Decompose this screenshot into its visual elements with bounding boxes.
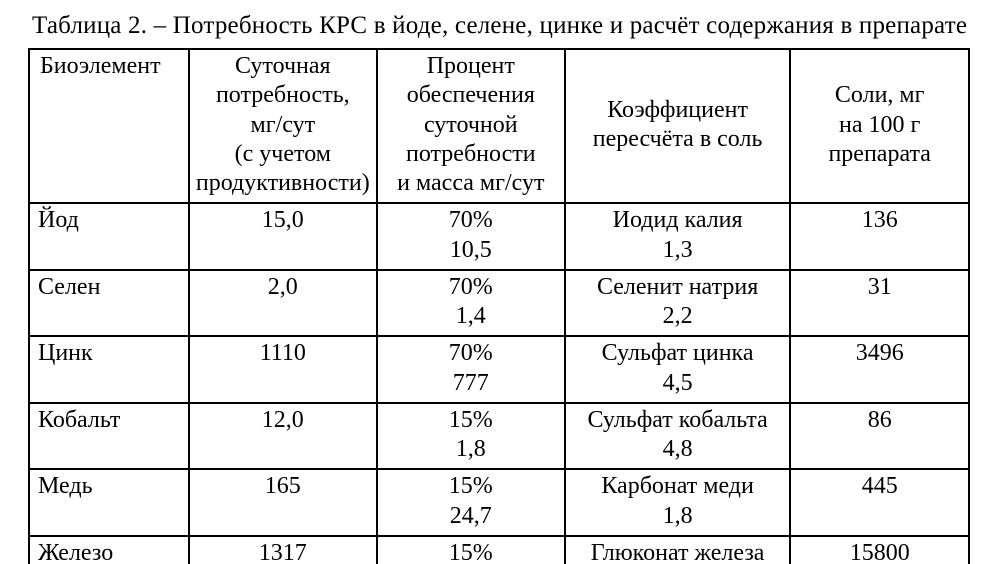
cell-need: 2,0 [189, 270, 377, 337]
cell-bioelement: Кобальт [29, 403, 189, 470]
cell-need: 1317 [189, 536, 377, 564]
cell-salt: 15800 [790, 536, 969, 564]
cell-coefficient: Иодид калия1,3 [565, 203, 791, 270]
cell-percent-mass: 15%197,5 [377, 536, 565, 564]
col-percent: Процент обеспечения суточной потребности… [377, 49, 565, 203]
cell-bioelement: Железо [29, 536, 189, 564]
cell-coefficient: Сульфат кобальта4,8 [565, 403, 791, 470]
table-row: Медь16515%24,7Карбонат меди1,8445 [29, 469, 969, 536]
cell-percent-mass: 70%1,4 [377, 270, 565, 337]
cell-salt: 3496 [790, 336, 969, 403]
cell-salt: 136 [790, 203, 969, 270]
table-caption: Таблица 2. – Потребность КРС в йоде, сел… [32, 12, 970, 40]
cell-bioelement: Медь [29, 469, 189, 536]
cell-bioelement: Цинк [29, 336, 189, 403]
cell-coefficient: Селенит натрия2,2 [565, 270, 791, 337]
cell-salt: 445 [790, 469, 969, 536]
page: Таблица 2. – Потребность КРС в йоде, сел… [0, 0, 998, 564]
col-coefficient: Коэффициент пересчёта в соль [565, 49, 791, 203]
cell-salt: 31 [790, 270, 969, 337]
cell-bioelement: Селен [29, 270, 189, 337]
table-row: Кобальт12,015%1,8Сульфат кобальта4,886 [29, 403, 969, 470]
table-row: Селен2,070%1,4Селенит натрия2,231 [29, 270, 969, 337]
table-body: Йод15,070%10,5Иодид калия1,3136Селен2,07… [29, 203, 969, 564]
cell-bioelement: Йод [29, 203, 189, 270]
cell-percent-mass: 15%1,8 [377, 403, 565, 470]
cell-need: 15,0 [189, 203, 377, 270]
col-salt: Соли, мг на 100 г препарата [790, 49, 969, 203]
requirements-table: Биоэлемент Суточная потребность, мг/сут … [28, 48, 970, 564]
cell-percent-mass: 15%24,7 [377, 469, 565, 536]
cell-percent-mass: 70%777 [377, 336, 565, 403]
cell-need: 165 [189, 469, 377, 536]
col-bioelement: Биоэлемент [29, 49, 189, 203]
cell-coefficient: Сульфат цинка4,5 [565, 336, 791, 403]
cell-need: 12,0 [189, 403, 377, 470]
col-daily-need: Суточная потребность, мг/сут (с учетом п… [189, 49, 377, 203]
table-row: Железо131715%197,5Глюконат железа8,01580… [29, 536, 969, 564]
cell-percent-mass: 70%10,5 [377, 203, 565, 270]
cell-coefficient: Карбонат меди1,8 [565, 469, 791, 536]
cell-need: 1110 [189, 336, 377, 403]
table-row: Йод15,070%10,5Иодид калия1,3136 [29, 203, 969, 270]
table-row: Цинк111070%777Сульфат цинка4,53496 [29, 336, 969, 403]
cell-salt: 86 [790, 403, 969, 470]
cell-coefficient: Глюконат железа8,0 [565, 536, 791, 564]
header-row: Биоэлемент Суточная потребность, мг/сут … [29, 49, 969, 203]
